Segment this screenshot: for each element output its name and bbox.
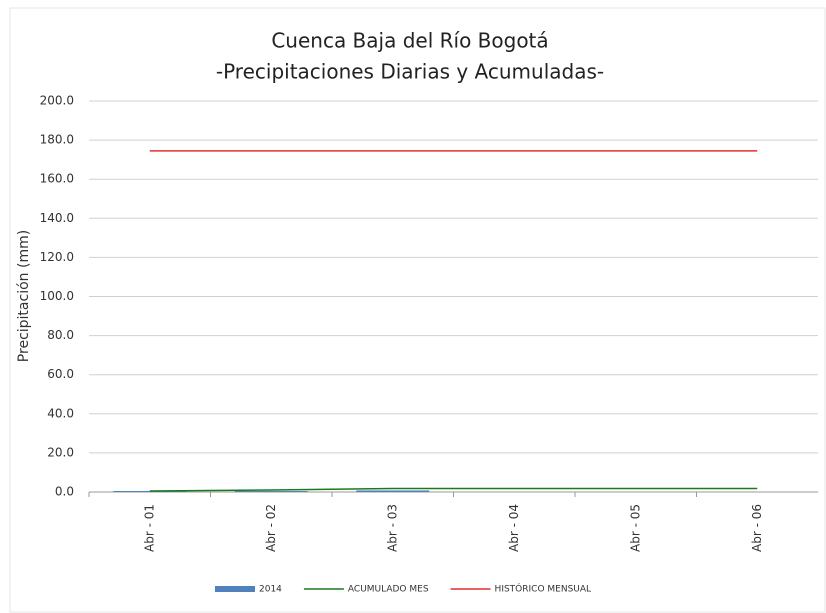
x-tick-label: Abr - 04 — [507, 504, 521, 552]
legend-label: ACUMULADO MES — [348, 585, 429, 595]
y-axis-label: Precipitación (mm) — [16, 230, 32, 362]
bar — [356, 490, 430, 492]
x-tick-label: Abr - 01 — [142, 504, 156, 552]
chart-subtitle: -Precipitaciones Diarias y Acumuladas- — [216, 60, 604, 84]
y-tick-label: 60.0 — [47, 367, 74, 381]
y-tick-label: 180.0 — [40, 133, 74, 147]
y-tick-label: 200.0 — [40, 94, 74, 108]
y-tick-label: 160.0 — [40, 172, 74, 186]
x-tick-label: Abr - 03 — [385, 504, 399, 552]
y-tick-label: 140.0 — [40, 211, 74, 225]
y-tick-label: 0.0 — [55, 485, 74, 499]
legend-label: HISTÓRICO MENSUAL — [495, 583, 592, 595]
x-tick-label: Abr - 05 — [628, 504, 642, 552]
chart-title: Cuenca Baja del Río Bogotá — [271, 29, 548, 53]
y-tick-label: 20.0 — [47, 445, 74, 459]
x-tick-label: Abr - 02 — [264, 504, 278, 552]
legend-label: 2014 — [259, 585, 282, 595]
y-tick-label: 80.0 — [47, 328, 74, 342]
legend-swatch — [215, 586, 255, 592]
chart-frame — [9, 7, 826, 613]
line — [149, 487, 758, 492]
y-tick-label: 120.0 — [40, 250, 74, 264]
bar — [234, 491, 308, 492]
y-tick-label: 40.0 — [47, 406, 74, 420]
bar — [113, 491, 187, 492]
x-tick-label: Abr - 06 — [750, 504, 764, 552]
y-tick-label: 100.0 — [40, 289, 74, 303]
